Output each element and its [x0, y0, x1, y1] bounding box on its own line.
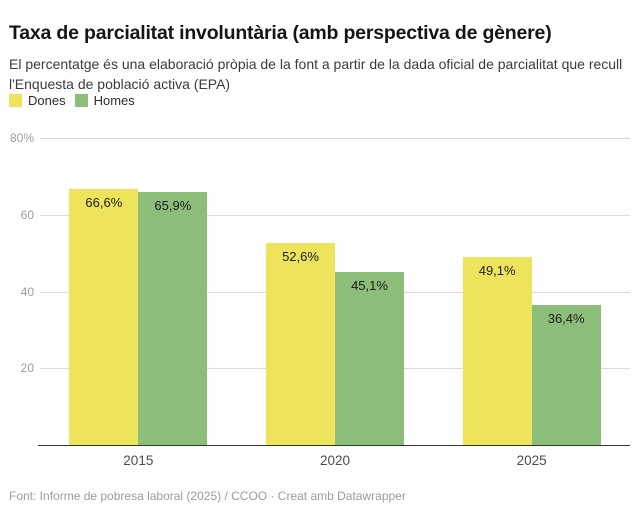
y-axis-tick-label: 20: [20, 361, 34, 376]
bar-homes-2025: [531, 305, 601, 445]
bar-value-label: 66,6%: [85, 195, 123, 211]
x-axis-label: 2020: [319, 453, 351, 468]
x-axis-label: 2015: [123, 453, 154, 468]
source-attribution: Font: Informe de pobresa laboral (2025) …: [9, 489, 406, 503]
bar-dones-2015: [69, 189, 139, 445]
bar-value-label: 65,9%: [154, 198, 192, 214]
bar-value-label: 49,1%: [478, 262, 516, 278]
legend-label: Homes: [93, 93, 135, 108]
x-axis-label: 2025: [516, 453, 547, 468]
legend: Dones Homes: [9, 93, 144, 108]
legend-swatch-icon: [74, 94, 88, 107]
bar-value-label: 36,4%: [547, 311, 585, 327]
chart-title: Taxa de parcialitat involuntària (amb pe…: [9, 22, 552, 45]
y-axis-tick-label: 80%: [9, 131, 34, 145]
bar-value-label: 52,6%: [282, 249, 319, 265]
legend-item-dones: Dones: [9, 93, 66, 108]
y-gridline: [40, 214, 630, 216]
bar-value-label: 45,1%: [351, 277, 388, 293]
legend-swatch-icon: [9, 94, 22, 107]
bar-dones-2020: [266, 243, 335, 445]
y-gridline: [40, 138, 630, 139]
legend-label: Dones: [28, 93, 66, 108]
legend-item-homes: Homes: [74, 93, 135, 108]
bar-dones-2025: [462, 256, 532, 445]
y-axis-tick-label: 60: [20, 207, 34, 222]
x-axis-line: [38, 444, 630, 446]
bar-homes-2020: [335, 271, 404, 445]
chart-subtitle: El percentatge és una elaboració pròpia …: [9, 56, 623, 92]
bar-homes-2015: [138, 192, 208, 445]
y-axis-tick-label: 40: [20, 284, 34, 299]
